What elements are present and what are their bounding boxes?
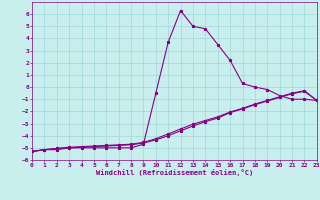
X-axis label: Windchill (Refroidissement éolien,°C): Windchill (Refroidissement éolien,°C) (96, 169, 253, 176)
